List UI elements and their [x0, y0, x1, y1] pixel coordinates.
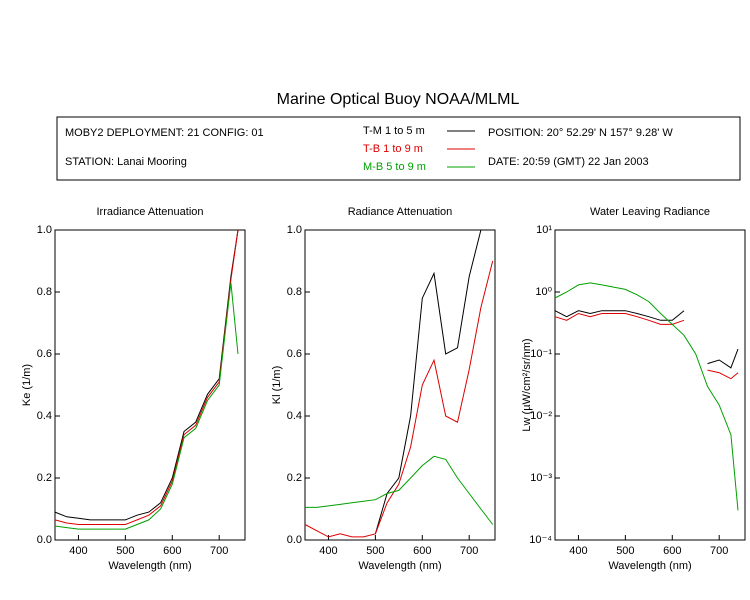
y-tick-label: 0.6 [37, 348, 52, 360]
x-axis-label: Wavelength (nm) [108, 560, 191, 572]
y-tick-label: 0.0 [287, 534, 302, 546]
y-tick-label: 10⁻⁴ [529, 534, 552, 546]
y-tick-label: 1.0 [37, 224, 52, 236]
plot-frame [554, 229, 746, 541]
y-tick-label: 0.8 [287, 286, 302, 298]
x-tick-label: 700 [710, 545, 728, 557]
x-axis-label: Wavelength (nm) [358, 560, 441, 572]
panel-title: Irradiance Attenuation [96, 206, 203, 218]
legend-label: T-B 1 to 9 m [363, 143, 423, 155]
y-tick-label: 10¹ [536, 224, 552, 236]
data-line [374, 229, 482, 534]
x-axis-label: Wavelength (nm) [608, 560, 691, 572]
x-tick-label: 500 [616, 545, 634, 557]
panel-title: Water Leaving Radiance [590, 206, 710, 218]
y-tick-label: 0.2 [287, 472, 302, 484]
y-tick-label: 0.8 [37, 286, 52, 298]
x-tick-label: 400 [569, 545, 587, 557]
y-tick-label: 0.6 [287, 348, 302, 360]
data-line [305, 455, 494, 525]
plot-frame [54, 229, 246, 541]
y-tick-label: 10⁰ [535, 286, 552, 298]
x-tick-label: 700 [460, 545, 478, 557]
data-line [54, 282, 239, 530]
x-tick-label: 600 [413, 545, 431, 557]
legend-label: T-M 1 to 5 m [363, 125, 425, 137]
data-line [54, 229, 239, 525]
y-tick-label: 0.2 [37, 472, 52, 484]
y-axis-label: Lw (µW/cm²/sr/nm) [521, 338, 533, 431]
y-tick-label: 0.4 [37, 410, 52, 422]
x-tick-label: 600 [163, 545, 181, 557]
x-tick-label: 400 [319, 545, 337, 557]
y-tick-label: 10⁻¹ [530, 348, 552, 360]
x-tick-label: 400 [69, 545, 87, 557]
data-line [54, 229, 239, 521]
data-line [554, 312, 739, 380]
x-tick-label: 500 [366, 545, 384, 557]
date: DATE: 20:59 (GMT) 22 Jan 2003 [488, 156, 649, 168]
info-box [56, 116, 741, 181]
y-tick-label: 0.4 [287, 410, 302, 422]
data-line [554, 310, 739, 369]
legend-label: M-B 5 to 9 m [363, 161, 426, 173]
y-tick-label: 10⁻² [530, 410, 552, 422]
deployment: MOBY2 DEPLOYMENT: 21 CONFIG: 01 [65, 127, 264, 139]
x-tick-label: 700 [210, 545, 228, 557]
station: STATION: Lanai Mooring [65, 156, 187, 168]
panel-title: Radiance Attenuation [348, 206, 453, 218]
plot-frame [304, 229, 496, 541]
y-axis-label: Ke (1/m) [21, 364, 33, 406]
y-tick-label: 10⁻³ [530, 472, 552, 484]
data-line [554, 282, 739, 511]
data-line [304, 260, 494, 538]
y-axis-label: Kl (1/m) [271, 366, 283, 405]
x-tick-label: 500 [116, 545, 134, 557]
position: POSITION: 20° 52.29' N 157° 9.28' W [488, 127, 673, 139]
y-tick-label: 1.0 [287, 224, 302, 236]
y-tick-label: 0.0 [37, 534, 52, 546]
x-tick-label: 600 [663, 545, 681, 557]
page-title: Marine Optical Buoy NOAA/MLML [277, 91, 520, 108]
